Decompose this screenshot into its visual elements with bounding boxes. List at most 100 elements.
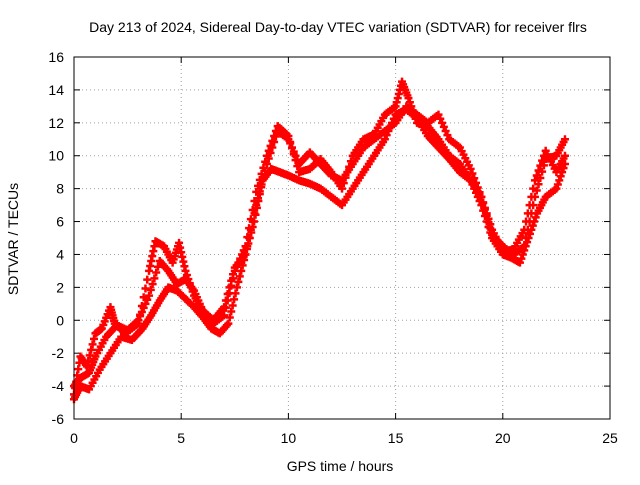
data-point (530, 192, 539, 201)
data-point-dense (266, 148, 275, 157)
data-point-dense (527, 225, 536, 234)
data-point (241, 250, 250, 259)
data-point-dense (90, 334, 99, 343)
y-tick-label: 14 (48, 82, 64, 98)
data-point (477, 201, 486, 210)
data-point-dense (473, 192, 482, 201)
y-tick-label: 12 (48, 115, 64, 131)
data-point-dense (482, 217, 491, 226)
data-point-dense (532, 186, 541, 195)
data-point-dense (235, 272, 244, 281)
data-point-dense (87, 345, 96, 354)
data-point-dense (555, 176, 564, 185)
data-point-dense (141, 284, 150, 293)
data-point-dense (255, 190, 264, 199)
data-point-dense (441, 127, 450, 136)
data-point-dense (136, 312, 145, 321)
data-point-dense (439, 122, 448, 131)
data-point-dense (88, 340, 97, 349)
data-point-dense (229, 270, 238, 279)
data-point (560, 135, 569, 144)
data-point-dense (517, 254, 526, 263)
data-point-dense (382, 131, 391, 140)
y-tick-label: 0 (56, 312, 64, 328)
data-point (338, 184, 346, 193)
data-point-dense (468, 180, 477, 189)
data-point-dense (386, 122, 395, 131)
data-point (560, 159, 569, 168)
y-tick-label: -2 (52, 345, 65, 361)
data-point-dense (268, 143, 277, 152)
data-point-dense (521, 242, 530, 251)
data-point-dense (525, 229, 534, 238)
data-point-dense (556, 172, 565, 181)
data-point-dense (384, 127, 393, 136)
data-point-dense (538, 167, 547, 176)
data-point-dense (152, 268, 161, 277)
y-tick-label: 6 (56, 214, 64, 230)
data-point-dense (228, 301, 237, 310)
data-point-dense (252, 203, 261, 212)
data-point (220, 303, 229, 312)
axis-ticks: 0 5 10 15 20 25 -6 -4 -2 0 2 4 6 8 10 12 14 16 (48, 49, 618, 446)
data-point-dense (479, 206, 488, 215)
data-point-dense (137, 308, 146, 317)
data-point-dense (389, 114, 398, 123)
data-point-dense (225, 313, 234, 322)
y-tick-label: 4 (56, 246, 64, 262)
y-tick-label: 8 (56, 181, 64, 197)
data-point-dense (480, 212, 489, 221)
data-point-dense (388, 118, 397, 127)
data-point (181, 266, 190, 275)
data-point-dense (146, 285, 155, 294)
data-point (134, 316, 143, 325)
y-tick-label: -4 (52, 378, 65, 394)
data-point-dense (536, 173, 545, 182)
data-point-dense (534, 180, 543, 189)
data-point-dense (254, 196, 263, 205)
x-tick-label: 5 (177, 430, 185, 446)
data-point-dense (523, 238, 532, 247)
data-point-dense (530, 217, 539, 226)
x-tick-label: 20 (495, 430, 511, 446)
data-point-dense (242, 244, 251, 253)
data-point-dense (470, 184, 479, 193)
data-point-dense (148, 280, 157, 289)
data-point-dense (443, 131, 452, 140)
x-tick-label: 15 (388, 430, 404, 446)
data-point-dense (520, 246, 529, 255)
data-point-dense (528, 221, 537, 230)
x-tick-label: 25 (602, 430, 618, 446)
data-point-dense (225, 283, 234, 292)
y-axis-label: SDTVAR / TECUs (5, 183, 21, 295)
data-point-dense (475, 196, 484, 205)
data-point (560, 151, 569, 160)
data-point-dense (223, 289, 232, 298)
data-point-dense (289, 147, 298, 156)
data-point-dense (150, 274, 159, 283)
data-point-dense (227, 276, 236, 285)
data-point (434, 110, 443, 119)
data-point-dense (237, 266, 246, 275)
data-point-dense (234, 277, 243, 286)
data-point-dense (486, 228, 495, 237)
data-point-dense (286, 139, 295, 148)
data-point (380, 135, 389, 144)
data-point-dense (271, 132, 280, 141)
data-point-dense (484, 223, 493, 232)
data-points (70, 77, 569, 404)
data-point (466, 176, 475, 185)
data-point-dense (270, 138, 279, 147)
data-point-dense (247, 228, 256, 237)
data-point-dense (141, 299, 150, 308)
data-point (284, 135, 293, 144)
data-point (466, 164, 475, 173)
data-point-dense (251, 210, 260, 219)
data-point-dense (244, 239, 253, 248)
chart-title: Day 213 of 2024, Sidereal Day-to-day VTE… (89, 19, 587, 35)
data-point-dense (518, 250, 527, 259)
data-point-dense (143, 275, 152, 284)
data-point-dense (291, 151, 300, 160)
